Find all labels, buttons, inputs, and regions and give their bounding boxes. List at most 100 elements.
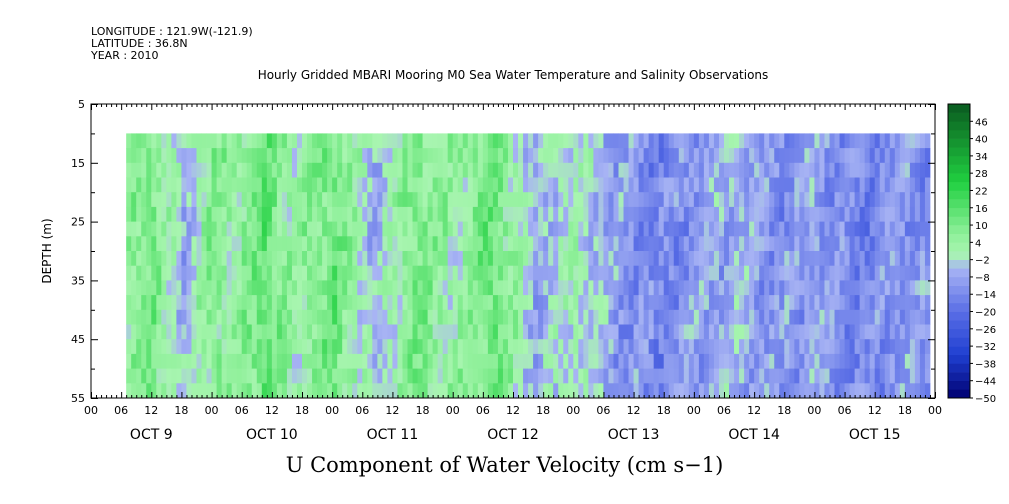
heatmap-cell xyxy=(849,251,856,267)
heatmap-cell xyxy=(317,162,323,178)
heatmap-cell xyxy=(588,177,594,193)
heatmap-cell xyxy=(241,280,248,296)
heatmap-cell xyxy=(352,295,358,311)
x-tick-label: 12 xyxy=(868,404,882,417)
heatmap-cell xyxy=(598,236,604,252)
heatmap-cell xyxy=(538,251,544,267)
heatmap-cell xyxy=(251,324,258,340)
heatmap-cell xyxy=(397,162,403,178)
heatmap-cell xyxy=(196,192,202,208)
heatmap-cell xyxy=(261,265,268,281)
heatmap-cell xyxy=(834,368,840,384)
heatmap-cell xyxy=(859,383,866,399)
heatmap-cell xyxy=(573,192,579,208)
heatmap-cell xyxy=(392,148,398,164)
heatmap-cell xyxy=(729,353,735,369)
heatmap-cell xyxy=(161,368,167,384)
heatmap-cell xyxy=(342,280,348,296)
heatmap-cell xyxy=(708,148,715,164)
heatmap-cell xyxy=(784,192,790,208)
heatmap-cell xyxy=(271,221,278,237)
heatmap-cell xyxy=(784,251,790,267)
heatmap-cell xyxy=(809,339,815,355)
heatmap-cell xyxy=(603,206,609,222)
heatmap-cell xyxy=(246,221,253,237)
heatmap-cell xyxy=(633,133,639,149)
heatmap-cell xyxy=(724,192,730,208)
heatmap-cell xyxy=(819,309,825,325)
heatmap-cell xyxy=(628,133,634,149)
heatmap-cell xyxy=(513,324,519,340)
heatmap-cell xyxy=(492,280,499,296)
heatmap-cell xyxy=(392,353,398,369)
heatmap-cell xyxy=(899,192,906,208)
heatmap-cell xyxy=(362,265,368,281)
heatmap-cell xyxy=(613,221,619,237)
heatmap-cell xyxy=(854,280,861,296)
heatmap-cell xyxy=(296,353,303,369)
heatmap-cell xyxy=(814,177,820,193)
heatmap-cell xyxy=(764,177,770,193)
heatmap-cell xyxy=(307,368,313,384)
heatmap-cell xyxy=(718,353,725,369)
heatmap-cell xyxy=(613,265,619,281)
heatmap-cell xyxy=(658,295,665,311)
heatmap-cell xyxy=(367,192,373,208)
heatmap-cell xyxy=(422,177,428,193)
heatmap-cell xyxy=(794,383,800,399)
heatmap-cell xyxy=(412,206,418,222)
heatmap-cell xyxy=(593,236,599,252)
heatmap-cell xyxy=(859,162,866,178)
heatmap-cell xyxy=(608,236,614,252)
heatmap-cell xyxy=(492,251,499,267)
heatmap-cell xyxy=(387,368,393,384)
heatmap-cell xyxy=(407,265,413,281)
heatmap-cell xyxy=(713,368,720,384)
colorbar-segment xyxy=(948,155,970,165)
heatmap-cell xyxy=(859,251,866,267)
heatmap-cell xyxy=(859,133,866,149)
heatmap-cell xyxy=(392,324,398,340)
heatmap-cell xyxy=(769,133,775,149)
heatmap-cell xyxy=(231,133,238,149)
heatmap-cell xyxy=(824,353,830,369)
heatmap-cell xyxy=(563,148,569,164)
heatmap-cell xyxy=(558,309,564,325)
heatmap-cell xyxy=(191,177,197,193)
heatmap-cell xyxy=(166,309,172,325)
heatmap-cell xyxy=(794,353,800,369)
heatmap-cell xyxy=(804,221,810,237)
heatmap-cell xyxy=(276,295,283,311)
heatmap-cell xyxy=(653,177,660,193)
heatmap-cell xyxy=(251,309,258,325)
heatmap-cell xyxy=(472,236,479,252)
heatmap-cell xyxy=(729,148,735,164)
heatmap-cell xyxy=(327,206,333,222)
heatmap-cell xyxy=(276,148,283,164)
heatmap-cell xyxy=(573,309,579,325)
heatmap-cell xyxy=(633,295,639,311)
heatmap-cell xyxy=(578,339,584,355)
heatmap-cell xyxy=(608,383,614,399)
heatmap-cell xyxy=(372,177,378,193)
heatmap-cell xyxy=(839,265,845,281)
heatmap-cell xyxy=(427,192,434,208)
heatmap-cell xyxy=(708,251,715,267)
heatmap-cell xyxy=(266,236,273,252)
heatmap-cell xyxy=(904,148,911,164)
heatmap-cell xyxy=(286,236,293,252)
heatmap-cell xyxy=(241,162,248,178)
heatmap-cell xyxy=(744,280,750,296)
heatmap-cell xyxy=(332,221,338,237)
heatmap-cell xyxy=(251,368,258,384)
heatmap-cell xyxy=(588,324,594,340)
heatmap-cell xyxy=(402,251,408,267)
heatmap-cell xyxy=(186,353,192,369)
heatmap-cell xyxy=(924,339,931,355)
heatmap-cell xyxy=(231,251,238,267)
heatmap-cell xyxy=(648,221,655,237)
heatmap-cell xyxy=(839,383,845,399)
heatmap-cell xyxy=(563,162,569,178)
heatmap-cell xyxy=(884,324,891,340)
heatmap-cell xyxy=(739,221,745,237)
